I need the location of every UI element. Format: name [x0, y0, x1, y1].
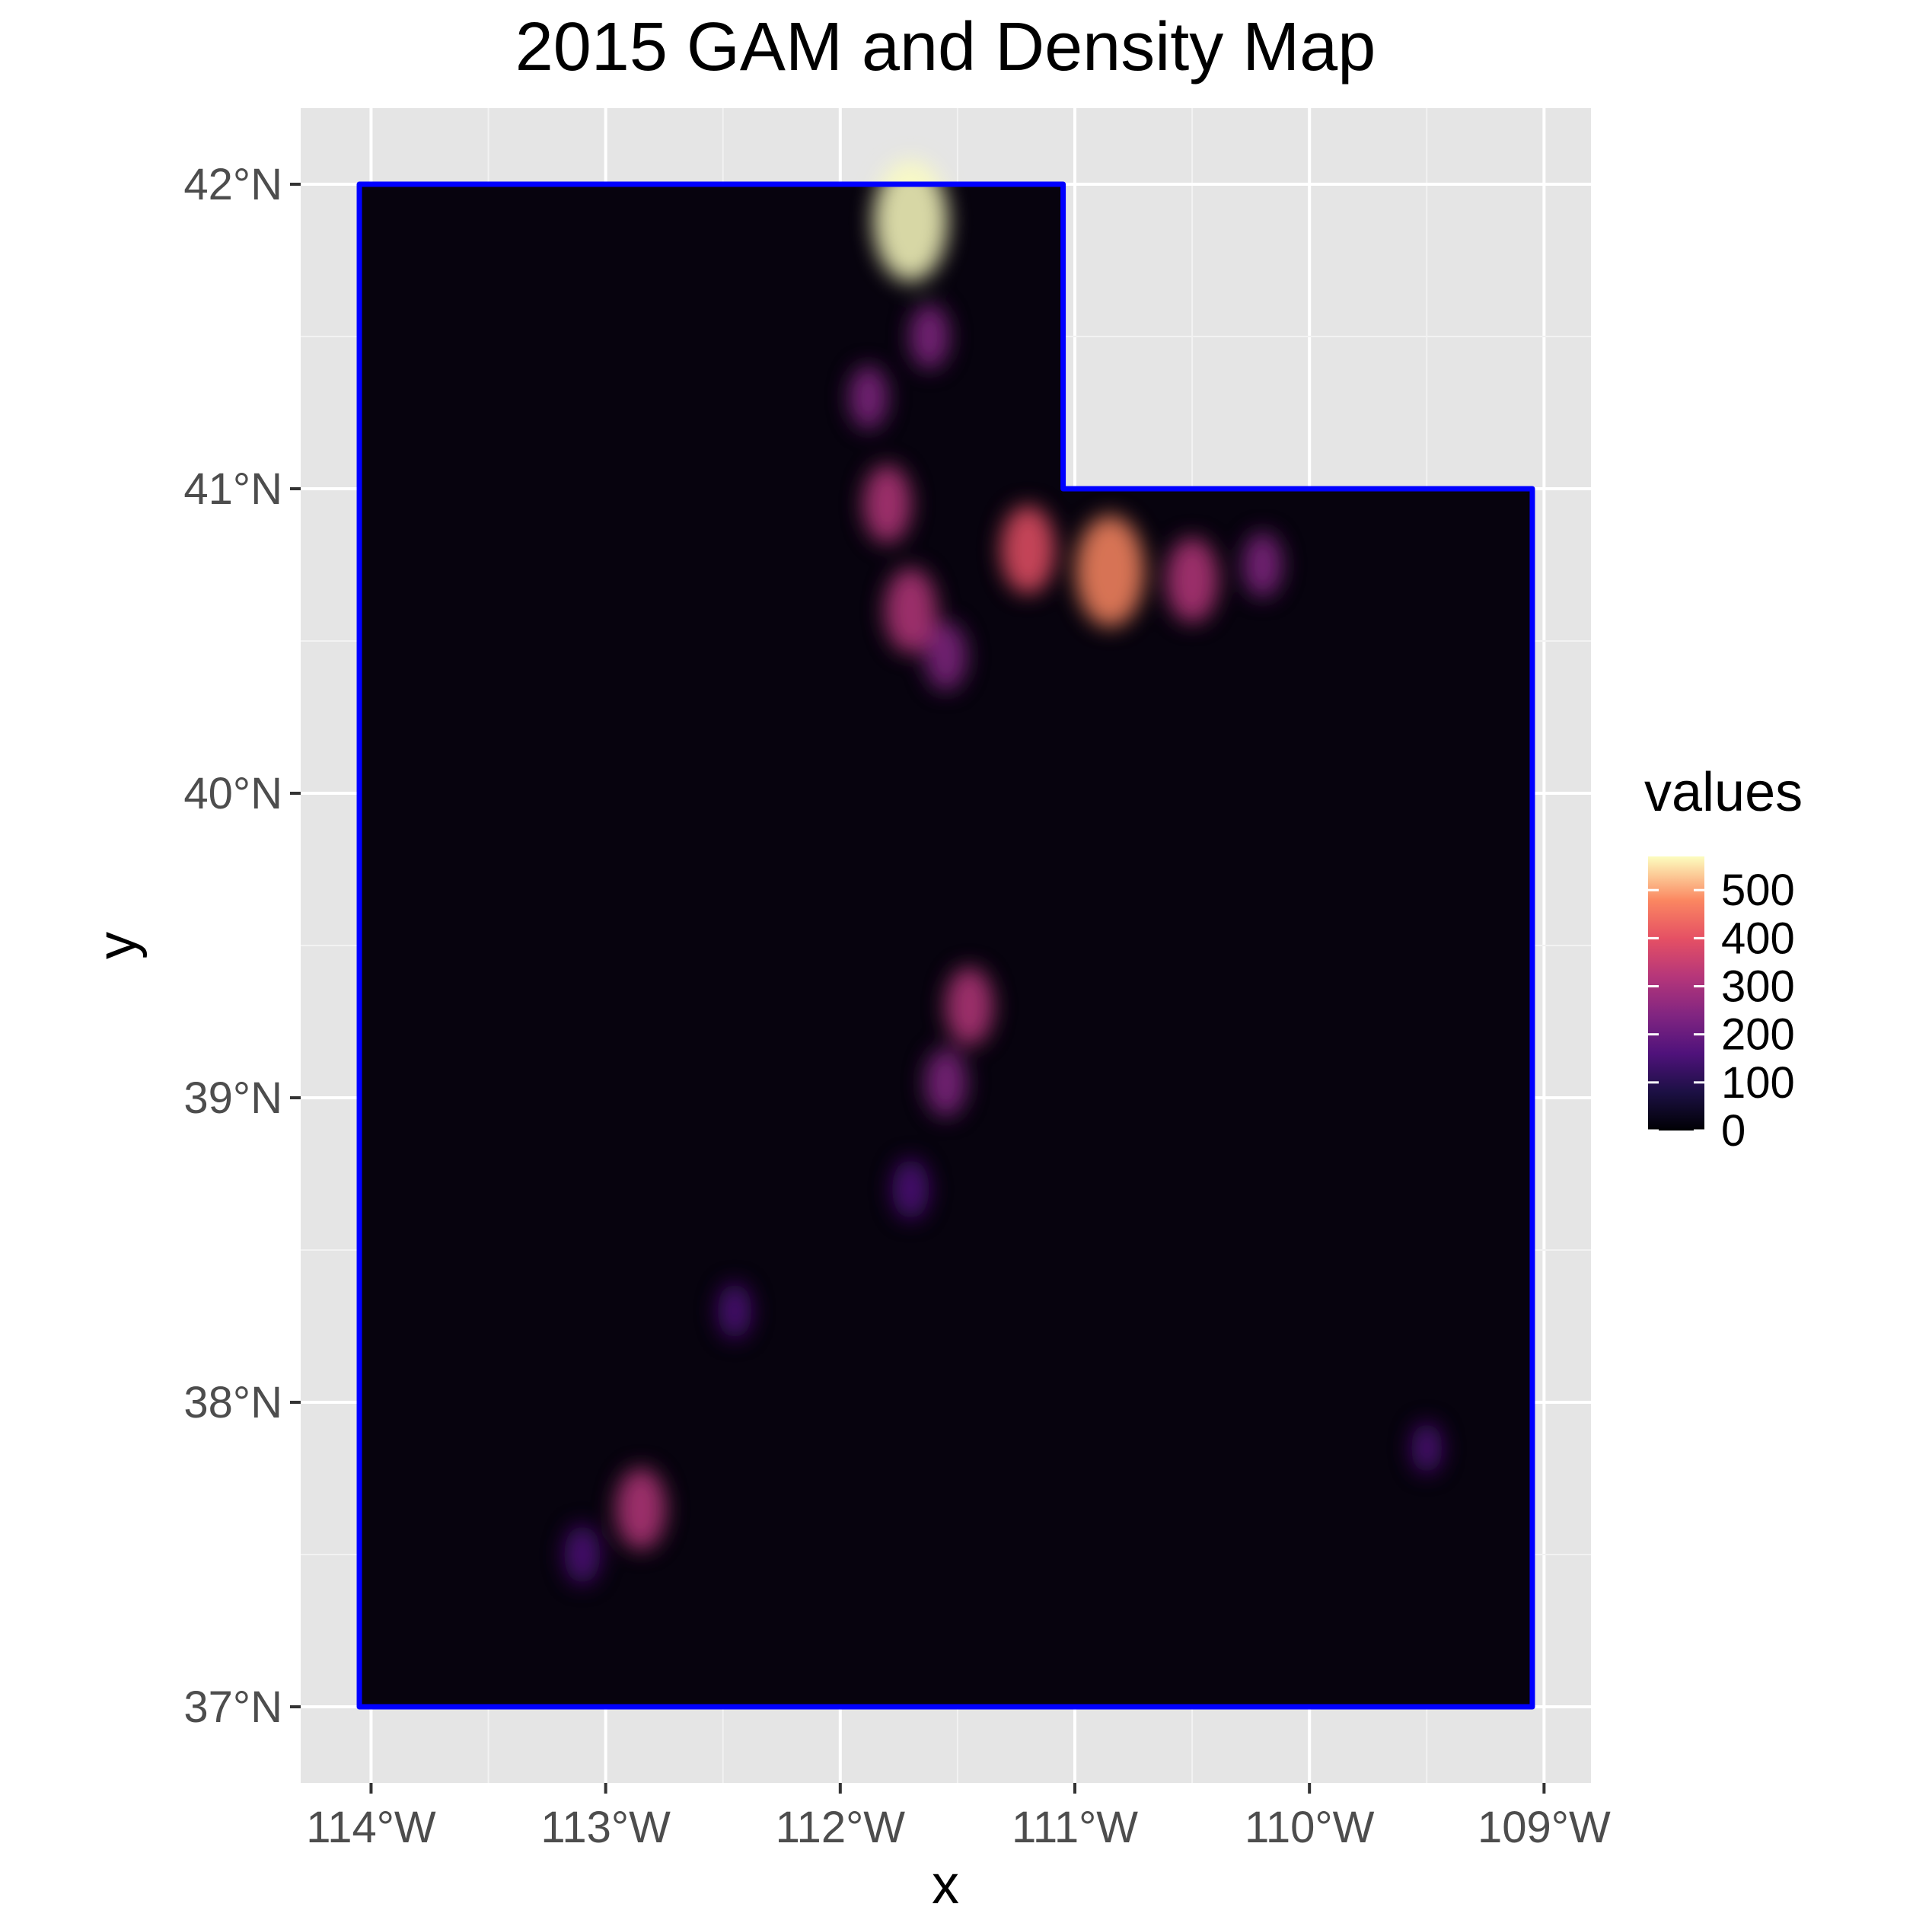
y-tick-label: 40°N	[183, 769, 282, 818]
raster-hotspot	[1000, 505, 1056, 595]
x-tick-label: 113°W	[540, 1803, 671, 1852]
y-tick-label: 41°N	[183, 464, 282, 514]
raster-base	[359, 184, 1532, 1707]
legend-label: 200	[1721, 1010, 1795, 1060]
legend-label: 0	[1721, 1106, 1745, 1156]
density-raster	[359, 160, 1532, 1707]
x-axis-title: x	[932, 1854, 959, 1915]
x-tick-label: 111°W	[1012, 1803, 1138, 1852]
raster-hotspot	[884, 568, 937, 653]
raster-hotspot	[909, 304, 950, 369]
utah-boundary	[356, 181, 1535, 1710]
raster-hotspot	[717, 1283, 752, 1339]
legend-title: values	[1644, 762, 1803, 823]
y-tick-label: 39°N	[183, 1073, 282, 1123]
raster-hotspot	[1242, 532, 1283, 598]
x-axis: 114°W 113°W 112°W 111°W 110°W 109°W	[306, 1783, 1611, 1852]
map-title: 2015 GAM and Density Map	[515, 9, 1376, 85]
y-axis: 37°N 38°N 39°N 40°N 41°N 42°N	[183, 160, 301, 1732]
raster-hotspot	[564, 1525, 601, 1584]
x-tick-label: 109°W	[1478, 1803, 1611, 1852]
legend-label: 500	[1721, 866, 1795, 915]
y-axis-title: y	[87, 932, 148, 959]
raster-hotspot	[862, 464, 912, 544]
raster-hotspot	[873, 160, 948, 282]
raster-hotspot	[924, 621, 968, 691]
legend-label: 300	[1721, 962, 1795, 1012]
raster-hotspot	[924, 1048, 968, 1118]
raster-hotspot	[945, 967, 994, 1046]
x-tick-label: 110°W	[1245, 1803, 1375, 1852]
legend-label: 100	[1721, 1058, 1795, 1108]
y-tick-label: 37°N	[183, 1682, 282, 1732]
legend-colorbar	[1648, 856, 1704, 1131]
raster-hotspot	[1411, 1422, 1443, 1474]
legend-label: 400	[1721, 914, 1795, 963]
x-tick-label: 114°W	[306, 1803, 436, 1852]
raster-hotspot	[891, 1159, 929, 1220]
y-tick-label: 42°N	[183, 160, 282, 209]
raster-hotspot	[1165, 537, 1219, 623]
raster-hotspot	[849, 365, 888, 429]
raster-hotspot	[615, 1468, 666, 1550]
x-tick-label: 112°W	[776, 1803, 906, 1852]
raster-hotspots	[564, 160, 1443, 1584]
y-tick-label: 38°N	[183, 1378, 282, 1427]
raster-hotspot	[1076, 515, 1145, 627]
